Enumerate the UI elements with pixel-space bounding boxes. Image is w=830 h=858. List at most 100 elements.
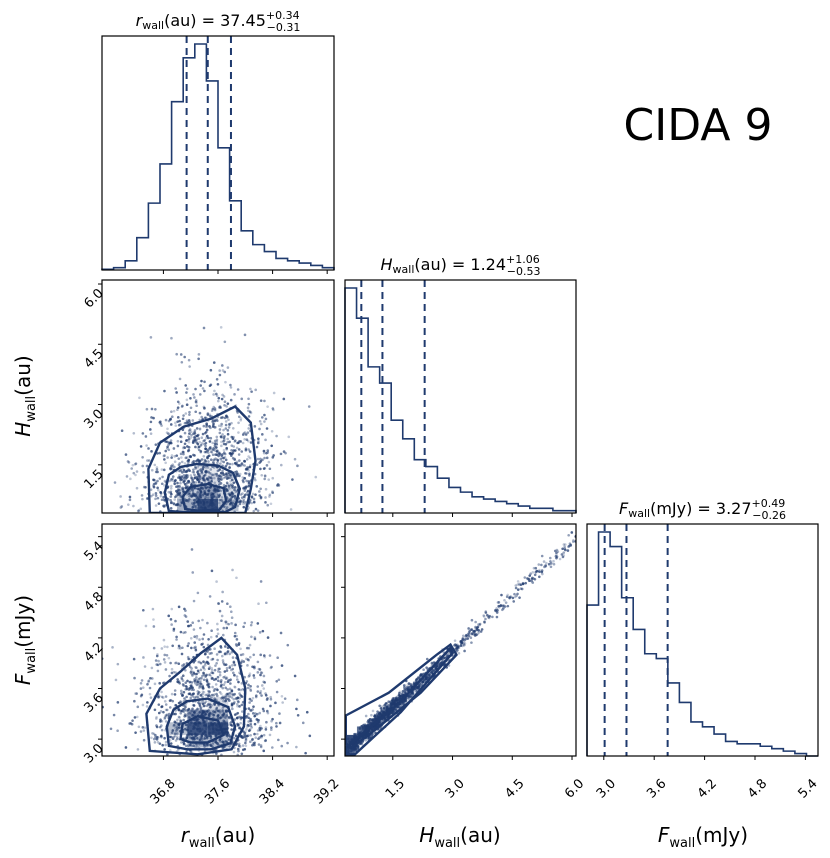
density-cell: [187, 722, 208, 735]
sample-point: [230, 622, 233, 625]
sample-point: [478, 622, 482, 626]
sample-point: [218, 671, 222, 674]
sample-point: [185, 403, 189, 407]
sample-point: [402, 684, 406, 687]
sample-point: [182, 631, 185, 635]
sample-point: [176, 406, 180, 409]
sample-point: [193, 641, 197, 644]
sample-point: [223, 681, 227, 684]
sample-point: [199, 450, 203, 454]
sample-point: [149, 432, 153, 435]
sample-point: [249, 733, 252, 737]
sample-point: [503, 605, 507, 608]
sample-point: [211, 745, 214, 748]
sample-point: [226, 474, 229, 478]
sample-point: [220, 397, 224, 401]
sample-point: [212, 678, 216, 681]
sample-point: [226, 500, 230, 503]
sample-point: [534, 566, 538, 570]
sample-point: [241, 500, 245, 503]
sample-point: [511, 596, 515, 600]
sample-point: [206, 466, 210, 470]
sample-point: [272, 391, 276, 395]
sample-point: [548, 556, 552, 560]
sample-point: [158, 451, 162, 455]
sample-point: [247, 712, 250, 716]
sample-point: [171, 644, 174, 648]
contour-level: [345, 645, 454, 756]
sample-point: [199, 701, 203, 704]
sample-point: [383, 703, 386, 707]
sample-point: [134, 473, 137, 477]
sample-point: [253, 714, 257, 717]
sample-point: [204, 693, 208, 697]
sample-point: [249, 717, 252, 721]
sample-point: [181, 646, 184, 650]
sample-point: [178, 716, 181, 719]
sample-point: [569, 543, 573, 547]
sample-point: [164, 695, 168, 698]
sample-point: [187, 460, 190, 464]
sample-point: [222, 442, 226, 446]
sample-point: [541, 572, 544, 576]
sample-point: [161, 743, 164, 747]
sample-point: [154, 504, 158, 507]
sample-point: [220, 424, 223, 428]
sample-point: [179, 630, 183, 634]
sample-point: [169, 742, 173, 745]
sample-point: [156, 486, 159, 490]
sample-point: [230, 728, 233, 731]
sample-point: [144, 486, 147, 489]
sample-point: [178, 419, 181, 423]
sample-point: [385, 701, 389, 705]
sample-point: [194, 493, 198, 496]
sample-point: [185, 419, 189, 422]
sample-point: [386, 714, 390, 718]
sample-point: [208, 476, 212, 480]
sample-point: [200, 677, 203, 680]
sample-point: [232, 736, 236, 740]
sample-point: [483, 620, 486, 624]
sample-point: [155, 735, 159, 739]
sample-point: [216, 622, 219, 626]
sample-point: [225, 415, 229, 419]
sample-point: [155, 724, 158, 727]
sample-point: [194, 445, 197, 449]
sample-point: [187, 492, 190, 495]
sample-point: [183, 714, 186, 718]
sample-point: [222, 661, 225, 664]
sample-point: [457, 651, 461, 655]
sample-point: [244, 730, 247, 734]
sample-point: [251, 492, 255, 496]
sample-point: [512, 600, 516, 603]
sample-point: [174, 387, 177, 390]
sample-point: [192, 453, 195, 457]
sample-point: [231, 707, 234, 711]
sample-point: [198, 468, 202, 472]
sample-point: [508, 595, 512, 599]
sample-point: [248, 674, 251, 677]
sample-point: [255, 445, 259, 449]
sample-point: [379, 707, 383, 710]
sample-point: [173, 498, 177, 501]
sample-point: [264, 739, 267, 742]
sample-point: [230, 696, 234, 699]
sample-point: [170, 464, 173, 468]
sample-point: [277, 738, 280, 742]
sample-point: [394, 697, 398, 701]
sample-point: [219, 684, 223, 688]
sample-point: [128, 722, 131, 725]
sample-point: [210, 693, 214, 697]
sample-point: [174, 661, 177, 665]
sample-point: [202, 704, 206, 708]
sample-point: [197, 353, 201, 356]
sample-point: [175, 391, 178, 394]
sample-point: [495, 611, 499, 614]
sample-point: [252, 509, 256, 513]
sample-point: [173, 465, 176, 469]
sample-point: [243, 675, 246, 679]
sample-point: [184, 384, 188, 387]
sample-point: [246, 406, 250, 410]
sample-point: [246, 664, 249, 667]
sample-point: [178, 647, 182, 650]
